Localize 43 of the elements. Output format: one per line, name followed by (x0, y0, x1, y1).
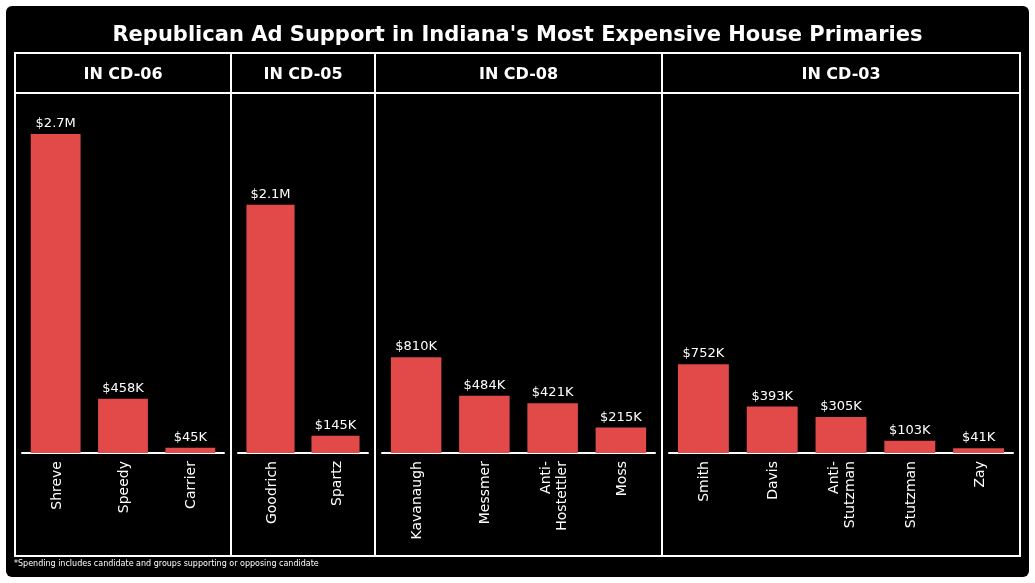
bar (459, 395, 510, 453)
data-label: $393K (751, 387, 794, 403)
bar (953, 448, 1005, 453)
data-label: $215K (600, 408, 643, 424)
bar (390, 357, 442, 453)
x-tick-label: Messmer (476, 460, 493, 525)
bar (815, 416, 867, 453)
data-label: $45K (173, 428, 208, 444)
data-label: $145K (314, 416, 357, 432)
data-label: $2.1M (250, 185, 291, 201)
chart-title: IN CD-06 (16, 54, 230, 94)
bar (746, 406, 798, 453)
x-tick-label: Moss (612, 461, 629, 497)
bar (595, 427, 647, 453)
x-tick-label: Spartz (327, 461, 344, 506)
data-label: $752K (682, 345, 725, 361)
data-label: $103K (889, 421, 932, 437)
x-tick-label: Goodrich (262, 461, 279, 525)
x-tick-label: Anti-Stutzman (825, 461, 857, 529)
data-label: $305K (820, 397, 863, 413)
x-tick-label: Speedy (115, 461, 131, 514)
x-tick-label: Carrier (182, 460, 199, 509)
x-tick-label: Smith (695, 461, 712, 502)
data-label: $810K (395, 338, 438, 354)
x-tick-label: Anti-Hostettler (536, 460, 569, 531)
chart-title: IN CD-05 (232, 54, 374, 94)
data-label: $484K (463, 376, 506, 392)
data-label: $41K (961, 429, 996, 445)
x-tick-label: Zay (970, 461, 987, 488)
data-label: $421K (531, 384, 574, 400)
data-label: $2.7M (35, 114, 76, 130)
text: Republican Ad Support in Indiana's Most Expensive House Primaries (14, 16, 1021, 54)
bar (884, 440, 936, 453)
x-tick-label: Stutzman (901, 461, 918, 529)
chart-title: IN CD-08 (376, 54, 661, 94)
bar (527, 403, 578, 453)
data-label: $458K (102, 379, 145, 395)
chart-title: IN CD-03 (663, 54, 1019, 94)
text: *Spending includes candidate and groups supporting or opposing candidate (14, 558, 320, 570)
x-tick-label: Davis (764, 461, 781, 500)
x-tick-label: Shreve (47, 461, 64, 510)
x-tick-label: Kavanaugh (408, 461, 425, 540)
bar (677, 364, 729, 453)
